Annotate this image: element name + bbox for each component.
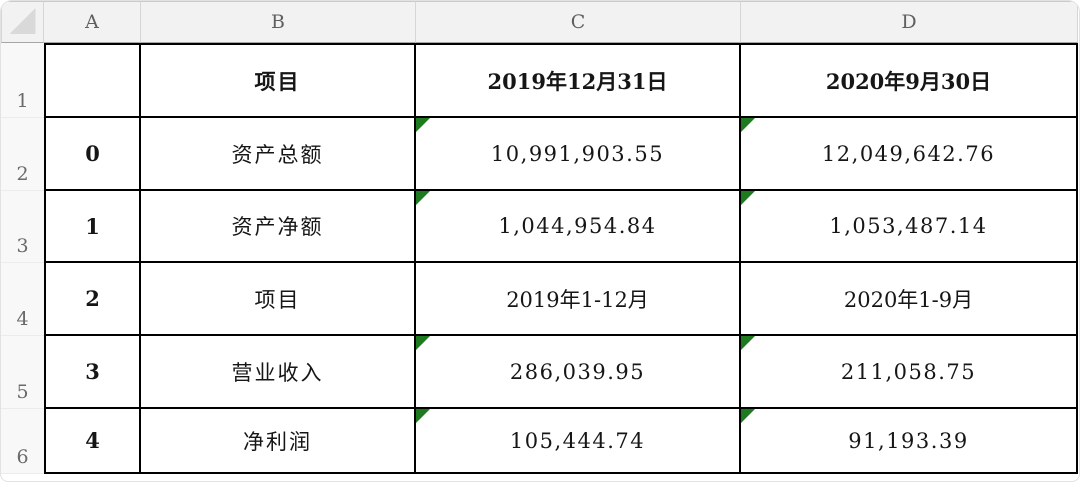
cell-c6[interactable]: 105,444.74 <box>416 409 741 474</box>
cell-text: 91,193.39 <box>848 428 969 453</box>
cell-d2[interactable]: 12,049,642.76 <box>741 118 1078 191</box>
cell-d1[interactable]: 2020年9月30日 <box>741 43 1078 118</box>
cell-text: 2 <box>85 286 100 311</box>
cell-b4[interactable]: 项目 <box>141 263 416 336</box>
cell-c5[interactable]: 286,039.95 <box>416 336 741 409</box>
cell-text: 211,058.75 <box>840 359 977 384</box>
stored-as-text-indicator-icon <box>741 336 755 350</box>
row-header-3[interactable]: 3 <box>1 191 44 263</box>
column-header-label: C <box>570 11 586 33</box>
stored-as-text-indicator-icon <box>416 118 430 132</box>
stored-as-text-indicator-icon <box>416 409 430 423</box>
cell-a2[interactable]: 0 <box>44 118 141 191</box>
cell-text: 0 <box>85 141 100 166</box>
select-all-corner[interactable] <box>1 1 44 43</box>
cell-text: 286,039.95 <box>509 359 646 384</box>
cell-a1[interactable] <box>44 43 141 118</box>
row-header-4[interactable]: 4 <box>1 263 44 336</box>
cell-text: 3 <box>85 359 100 384</box>
cell-a4[interactable]: 2 <box>44 263 141 336</box>
column-header-b[interactable]: B <box>141 1 416 43</box>
stored-as-text-indicator-icon <box>741 191 755 205</box>
cell-a5[interactable]: 3 <box>44 336 141 409</box>
cell-d5[interactable]: 211,058.75 <box>741 336 1078 409</box>
cell-text: 2020年9月30日 <box>825 68 992 94</box>
row-header-5[interactable]: 5 <box>1 336 44 409</box>
cell-text: 4 <box>85 428 100 453</box>
spreadsheet-grid: A B C D 1 项目 2019年12月31日 2020年9月30日 2 0 … <box>1 1 1078 474</box>
stored-as-text-indicator-icon <box>741 409 755 423</box>
cell-text: 1 <box>85 213 100 239</box>
cell-text: 105,444.74 <box>509 428 646 453</box>
stored-as-text-indicator-icon <box>741 118 755 132</box>
cell-c1[interactable]: 2019年12月31日 <box>416 43 741 118</box>
cell-text: 项目 <box>254 68 301 94</box>
cell-text: 资产总额 <box>231 142 324 167</box>
row-number: 4 <box>16 308 29 330</box>
stored-as-text-indicator-icon <box>416 191 430 205</box>
row-header-1[interactable]: 1 <box>1 43 44 118</box>
cell-text: 2019年1-12月 <box>506 287 649 312</box>
stored-as-text-indicator-icon <box>416 336 430 350</box>
cell-text: 2020年1-9月 <box>843 287 974 312</box>
cell-text: 1,053,487.14 <box>829 214 988 238</box>
select-all-triangle-icon <box>9 8 36 34</box>
column-header-a[interactable]: A <box>44 1 141 43</box>
cell-c3[interactable]: 1,044,954.84 <box>416 191 741 263</box>
cell-text: 净利润 <box>243 429 312 454</box>
cell-text: 2019年12月31日 <box>487 68 668 94</box>
cell-text: 营业收入 <box>231 360 324 385</box>
column-header-c[interactable]: C <box>416 1 741 43</box>
cell-b3[interactable]: 资产净额 <box>141 191 416 263</box>
cell-text: 10,991,903.55 <box>490 141 665 166</box>
cell-c4[interactable]: 2019年1-12月 <box>416 263 741 336</box>
cell-b5[interactable]: 营业收入 <box>141 336 416 409</box>
cell-b6[interactable]: 净利润 <box>141 409 416 474</box>
cell-d6[interactable]: 91,193.39 <box>741 409 1078 474</box>
column-header-label: A <box>85 11 99 33</box>
column-header-label: B <box>271 11 285 33</box>
column-header-d[interactable]: D <box>741 1 1078 43</box>
row-header-2[interactable]: 2 <box>1 118 44 191</box>
row-number: 5 <box>16 381 29 403</box>
column-header-label: D <box>901 11 917 33</box>
row-header-6[interactable]: 6 <box>1 409 44 474</box>
cell-text: 1,044,954.84 <box>498 214 657 238</box>
cell-b1[interactable]: 项目 <box>141 43 416 118</box>
cell-a3[interactable]: 1 <box>44 191 141 263</box>
cell-d4[interactable]: 2020年1-9月 <box>741 263 1078 336</box>
cell-c2[interactable]: 10,991,903.55 <box>416 118 741 191</box>
row-number: 2 <box>16 163 29 185</box>
cell-text: 项目 <box>254 287 301 312</box>
row-number: 6 <box>16 446 29 468</box>
row-number: 3 <box>16 235 29 257</box>
cell-text: 资产净额 <box>231 215 324 239</box>
cell-b2[interactable]: 资产总额 <box>141 118 416 191</box>
cell-a6[interactable]: 4 <box>44 409 141 474</box>
row-number: 1 <box>16 90 29 112</box>
cell-text: 12,049,642.76 <box>821 141 996 166</box>
cell-d3[interactable]: 1,053,487.14 <box>741 191 1078 263</box>
